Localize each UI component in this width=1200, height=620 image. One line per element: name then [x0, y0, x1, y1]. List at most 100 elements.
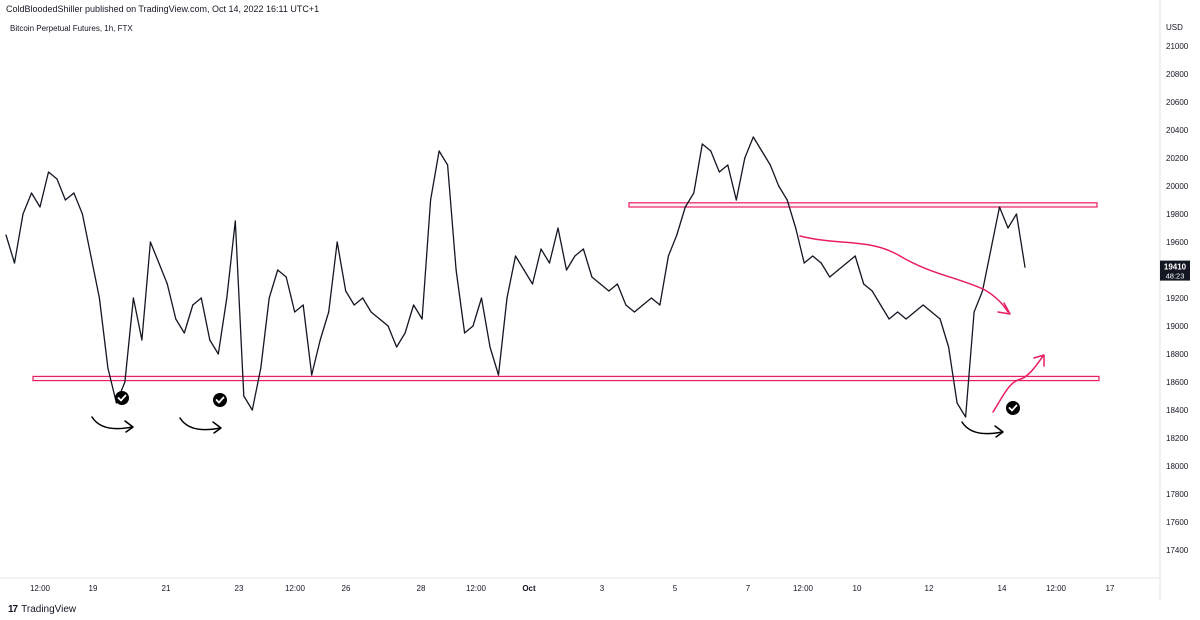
x-tick-label: 12:00 — [285, 584, 306, 593]
data-point — [973, 311, 975, 313]
data-point — [353, 304, 355, 306]
curved-arrow-head — [212, 421, 222, 434]
data-point — [608, 290, 610, 292]
y-tick-label: 20400 — [1166, 126, 1189, 135]
data-point — [863, 283, 865, 285]
checkmark-tick — [215, 396, 225, 404]
data-point — [523, 269, 525, 271]
data-point — [421, 318, 423, 320]
price-line — [5, 136, 1026, 418]
x-tick-label: 26 — [342, 584, 351, 593]
data-point — [820, 262, 822, 264]
data-point — [124, 381, 126, 383]
x-tick-label: 12:00 — [30, 584, 51, 593]
data-point — [557, 227, 559, 229]
data-point — [744, 157, 746, 159]
data-point — [769, 164, 771, 166]
data-point — [404, 332, 406, 334]
data-point — [1024, 266, 1026, 268]
curved-arrow — [961, 421, 1003, 435]
symbol-title: Bitcoin Perpetual Futures, 1h, FTX — [10, 24, 133, 33]
checkmark-tick — [1008, 404, 1018, 412]
data-point — [489, 346, 491, 348]
data-point — [871, 290, 873, 292]
data-point — [718, 171, 720, 173]
data-point — [64, 199, 66, 201]
data-point — [574, 255, 576, 257]
data-point — [472, 325, 474, 327]
data-point — [260, 367, 262, 369]
tradingview-logo[interactable]: 17 TradingView — [8, 604, 76, 615]
data-point — [166, 283, 168, 285]
data-point — [905, 318, 907, 320]
data-point — [854, 255, 856, 257]
data-point — [47, 171, 50, 173]
data-point — [81, 213, 83, 215]
axes: USD 17400 17600 17800 18000 18200 18400 18600 18… — [30, 23, 1190, 593]
data-point — [710, 150, 712, 152]
data-point — [803, 262, 805, 264]
data-point — [880, 304, 882, 306]
data-point — [98, 297, 100, 299]
data-point — [311, 374, 313, 376]
data-point — [438, 150, 440, 152]
data-point — [90, 255, 92, 257]
y-tick-label: 17400 — [1166, 546, 1189, 555]
x-tick-label: 7 — [746, 584, 751, 593]
uptrend-arrow — [992, 355, 1044, 413]
y-tick-label: 20800 — [1166, 70, 1189, 79]
x-tick-label: 23 — [235, 584, 244, 593]
data-point — [430, 199, 432, 201]
y-tick-label: 19000 — [1166, 322, 1189, 331]
data-point — [888, 318, 890, 320]
data-point — [183, 332, 185, 334]
checkmark-icon — [115, 391, 129, 405]
x-tick-label: 12 — [925, 584, 934, 593]
data-point — [141, 339, 143, 341]
uptrend-arrow-head — [1033, 354, 1045, 367]
data-point — [914, 311, 916, 313]
data-point — [294, 311, 296, 313]
data-point — [591, 276, 593, 278]
data-point — [328, 311, 330, 313]
bottom-bar: 17 TradingView — [0, 600, 1200, 620]
y-tick-label: 18200 — [1166, 434, 1189, 443]
x-tick-label: 3 — [600, 584, 605, 593]
data-point — [387, 325, 389, 327]
x-tick-label: 28 — [417, 584, 426, 593]
data-point — [625, 304, 627, 306]
data-point — [693, 192, 695, 194]
data-point — [846, 262, 848, 264]
annotation-layer — [91, 235, 1045, 438]
data-point — [642, 304, 644, 306]
data-point — [659, 304, 661, 306]
x-tick-label: 12:00 — [793, 584, 814, 593]
x-tick-label: 5 — [673, 584, 678, 593]
data-point — [497, 374, 500, 376]
curved-arrow-head — [994, 425, 1004, 438]
x-tick-label: Oct — [522, 584, 536, 593]
data-point — [981, 290, 984, 292]
curved-arrow — [91, 416, 133, 430]
data-point — [251, 409, 253, 411]
data-point — [565, 269, 568, 271]
data-point — [616, 283, 619, 285]
data-point — [897, 311, 899, 313]
data-point — [795, 227, 797, 229]
y-tick-label: 18800 — [1166, 350, 1189, 359]
data-point — [319, 339, 321, 341]
data-point — [234, 220, 236, 222]
data-point — [149, 241, 151, 243]
data-point — [650, 297, 653, 299]
data-point — [922, 304, 924, 306]
countdown-label: 48:23 — [1166, 272, 1185, 281]
data-point — [812, 255, 814, 257]
data-point — [531, 283, 534, 285]
data-point — [990, 248, 992, 250]
y-tick-label: 21000 — [1166, 42, 1189, 51]
data-point — [362, 297, 364, 299]
data-point — [413, 304, 415, 306]
data-point — [277, 269, 279, 271]
price-chart[interactable]: USD 17400 17600 17800 18000 18200 18400 18600 18… — [0, 0, 1200, 600]
data-point — [676, 234, 678, 236]
